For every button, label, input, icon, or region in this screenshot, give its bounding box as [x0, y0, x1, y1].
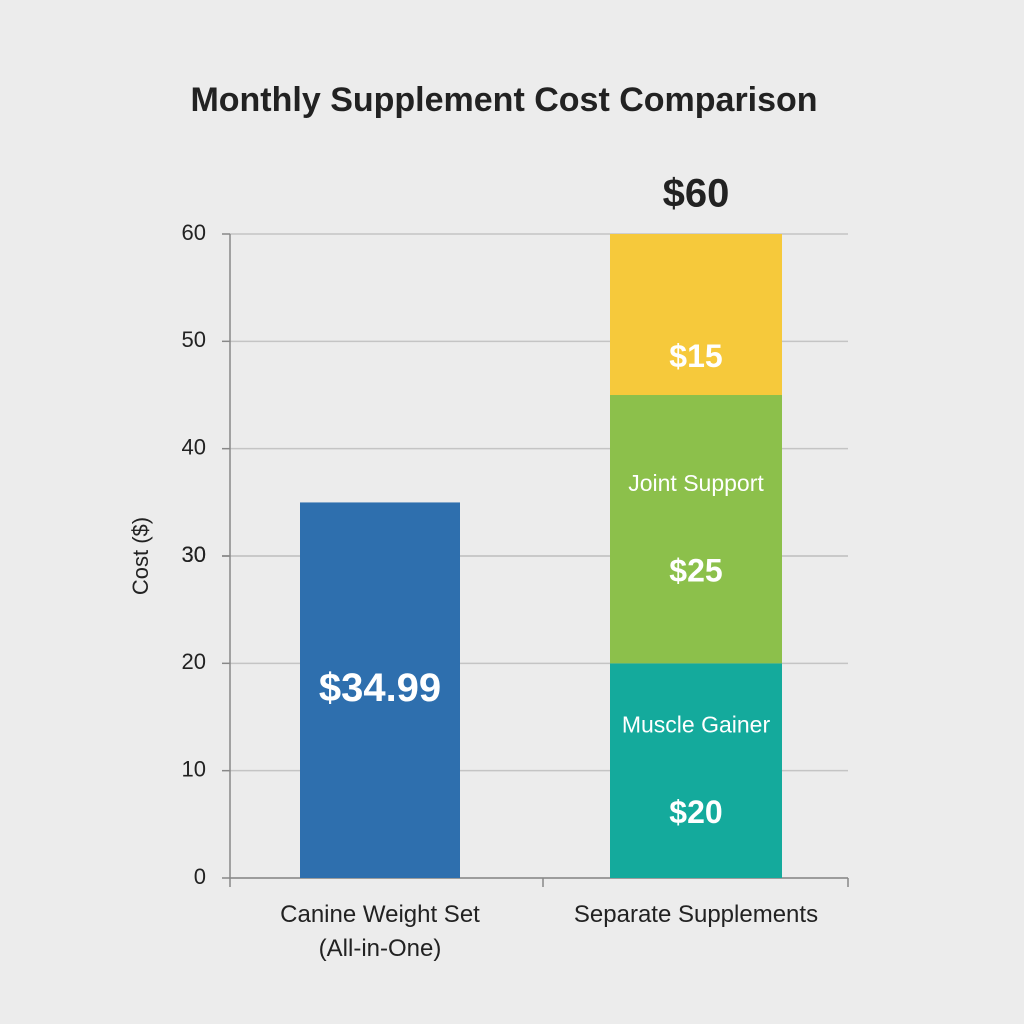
total-label: $60 [663, 172, 730, 216]
segment-name: Muscle Gainer [622, 712, 771, 738]
bar-segment [610, 395, 782, 664]
data-label: $25 [669, 553, 722, 589]
bar-segment [300, 502, 460, 878]
y-tick-label: 50 [182, 327, 206, 352]
x-tick-label: Separate Supplements [573, 901, 819, 928]
y-tick-label: 30 [182, 542, 206, 567]
data-label: $15 [669, 338, 722, 374]
y-tick-label: 30 [182, 542, 206, 567]
y-tick-label: 10 [182, 756, 206, 781]
segment-name: Joint Support [628, 470, 764, 496]
y-axis-label: Cost ($) [128, 517, 153, 595]
x-tick-label: Canine Weight Set (All-in-One) [280, 901, 480, 962]
y-tick-label: 20 [182, 649, 206, 674]
data-label: $20 [669, 794, 722, 830]
chart-title: Monthly Supplement Cost Comparison [190, 81, 817, 119]
y-tick-label: 0 [194, 864, 206, 889]
bar-segment [610, 234, 782, 395]
bar-segment [610, 663, 782, 878]
y-tick-label: 60 [182, 220, 206, 245]
y-tick-label: 40 [182, 434, 206, 459]
data-label: $34.99 [319, 666, 441, 710]
